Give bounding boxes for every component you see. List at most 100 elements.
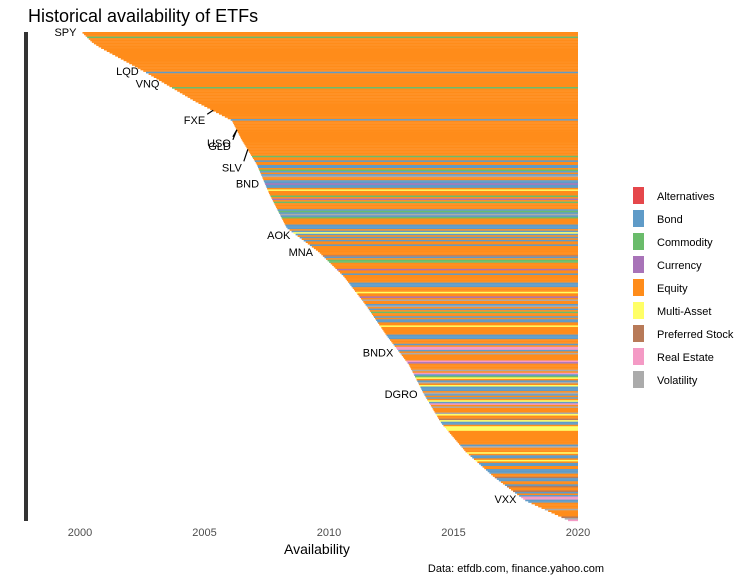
x-tick-label: 2020 [566, 527, 590, 539]
etf-bar [233, 122, 578, 124]
etf-bar [84, 33, 579, 36]
etf-bar [348, 281, 578, 283]
etf-bar [443, 424, 578, 427]
etf-bar [241, 138, 578, 141]
annotation-leader [243, 149, 249, 162]
etf-bar [496, 478, 578, 480]
etf-bar [156, 77, 578, 80]
etf-bar [240, 135, 578, 138]
etf-bar [96, 44, 579, 46]
etf-bar [286, 226, 578, 228]
etf-bar [267, 189, 578, 192]
etf-bar [207, 106, 579, 109]
etf-bar [237, 131, 578, 134]
etf-bar [554, 513, 578, 516]
x-tick-label: 2005 [192, 527, 216, 539]
etf-bar [159, 79, 578, 82]
etf-bar [382, 328, 578, 331]
etf-bar [341, 273, 578, 276]
etf-bar [394, 345, 578, 347]
etf-bar [411, 369, 578, 372]
etf-bar [243, 142, 579, 144]
etf-bar [406, 360, 578, 363]
etf-bar [442, 423, 578, 425]
etf-bar [398, 349, 578, 352]
etf-bar [273, 201, 578, 204]
etf-bar [392, 342, 578, 344]
x-tick-label: 2000 [68, 527, 92, 539]
legend-label: Preferred Stock [657, 329, 734, 341]
etf-bar [303, 239, 578, 242]
etf-bar [269, 192, 578, 195]
etf-bar [400, 352, 578, 355]
etf-bar [353, 288, 578, 291]
etf-bar [363, 300, 578, 303]
etf-bar [258, 166, 578, 169]
x-axis-title: Availability [284, 541, 350, 557]
etf-bar [461, 446, 578, 448]
etf-bar [177, 90, 578, 92]
etf-bar [521, 496, 578, 499]
etf-bar [462, 447, 578, 450]
etf-bar [393, 343, 578, 346]
etf-bar [439, 418, 578, 421]
etf-bar [277, 209, 578, 211]
etf-bar [479, 462, 578, 465]
etf-bar [362, 299, 578, 302]
etf-bar [112, 53, 579, 56]
etf-bar [357, 293, 578, 295]
legend-label: Multi-Asset [657, 306, 711, 318]
etf-bar [455, 438, 578, 441]
etf-bar [412, 371, 578, 373]
etf-bar [367, 307, 578, 309]
etf-bar [445, 427, 578, 430]
etf-bar [418, 381, 578, 384]
etf-bar [460, 444, 578, 447]
etf-bar [103, 48, 578, 51]
etf-bar [195, 100, 579, 103]
etf-bar [129, 62, 579, 65]
etf-bar [218, 112, 578, 115]
etf-bar [174, 88, 579, 91]
etf-bar [350, 284, 578, 286]
etf-bar [140, 68, 578, 71]
etf-bar [402, 355, 578, 358]
etf-bar [364, 302, 578, 305]
etf-bar [453, 436, 578, 439]
etf-bar [515, 491, 578, 494]
etf-bar [227, 117, 579, 120]
etf-bar [246, 146, 579, 149]
etf-bar [280, 215, 578, 218]
etf-bar [325, 258, 578, 260]
etf-bar [418, 383, 578, 386]
etf-bar [381, 326, 578, 329]
annotation-label: FXE [184, 115, 205, 127]
etf-bar [538, 505, 578, 508]
etf-bar [473, 458, 578, 461]
etf-bar [405, 359, 578, 361]
etf-bar [248, 149, 579, 152]
legend-swatch [633, 279, 644, 296]
etf-bar [366, 305, 578, 308]
etf-bar [457, 441, 578, 444]
legend-label: Volatility [657, 375, 698, 387]
etf-bar [88, 38, 578, 40]
etf-bar [429, 401, 578, 404]
etf-bar [435, 412, 578, 415]
etf-bar [494, 476, 578, 479]
etf-bar [504, 484, 578, 486]
etf-bar [343, 274, 578, 277]
etf-bar [419, 385, 578, 387]
etf-bar [230, 119, 578, 121]
etf-bar [379, 323, 578, 326]
etf-bar [374, 316, 578, 318]
etf-bar [253, 158, 579, 161]
etf-bar [467, 452, 578, 454]
etf-bar [451, 433, 578, 436]
etf-bar [407, 362, 578, 364]
etf-bar [90, 39, 579, 42]
etf-bar [349, 282, 578, 285]
etf-bar [415, 377, 578, 380]
etf-bar [401, 354, 578, 357]
etf-bar [263, 178, 578, 181]
